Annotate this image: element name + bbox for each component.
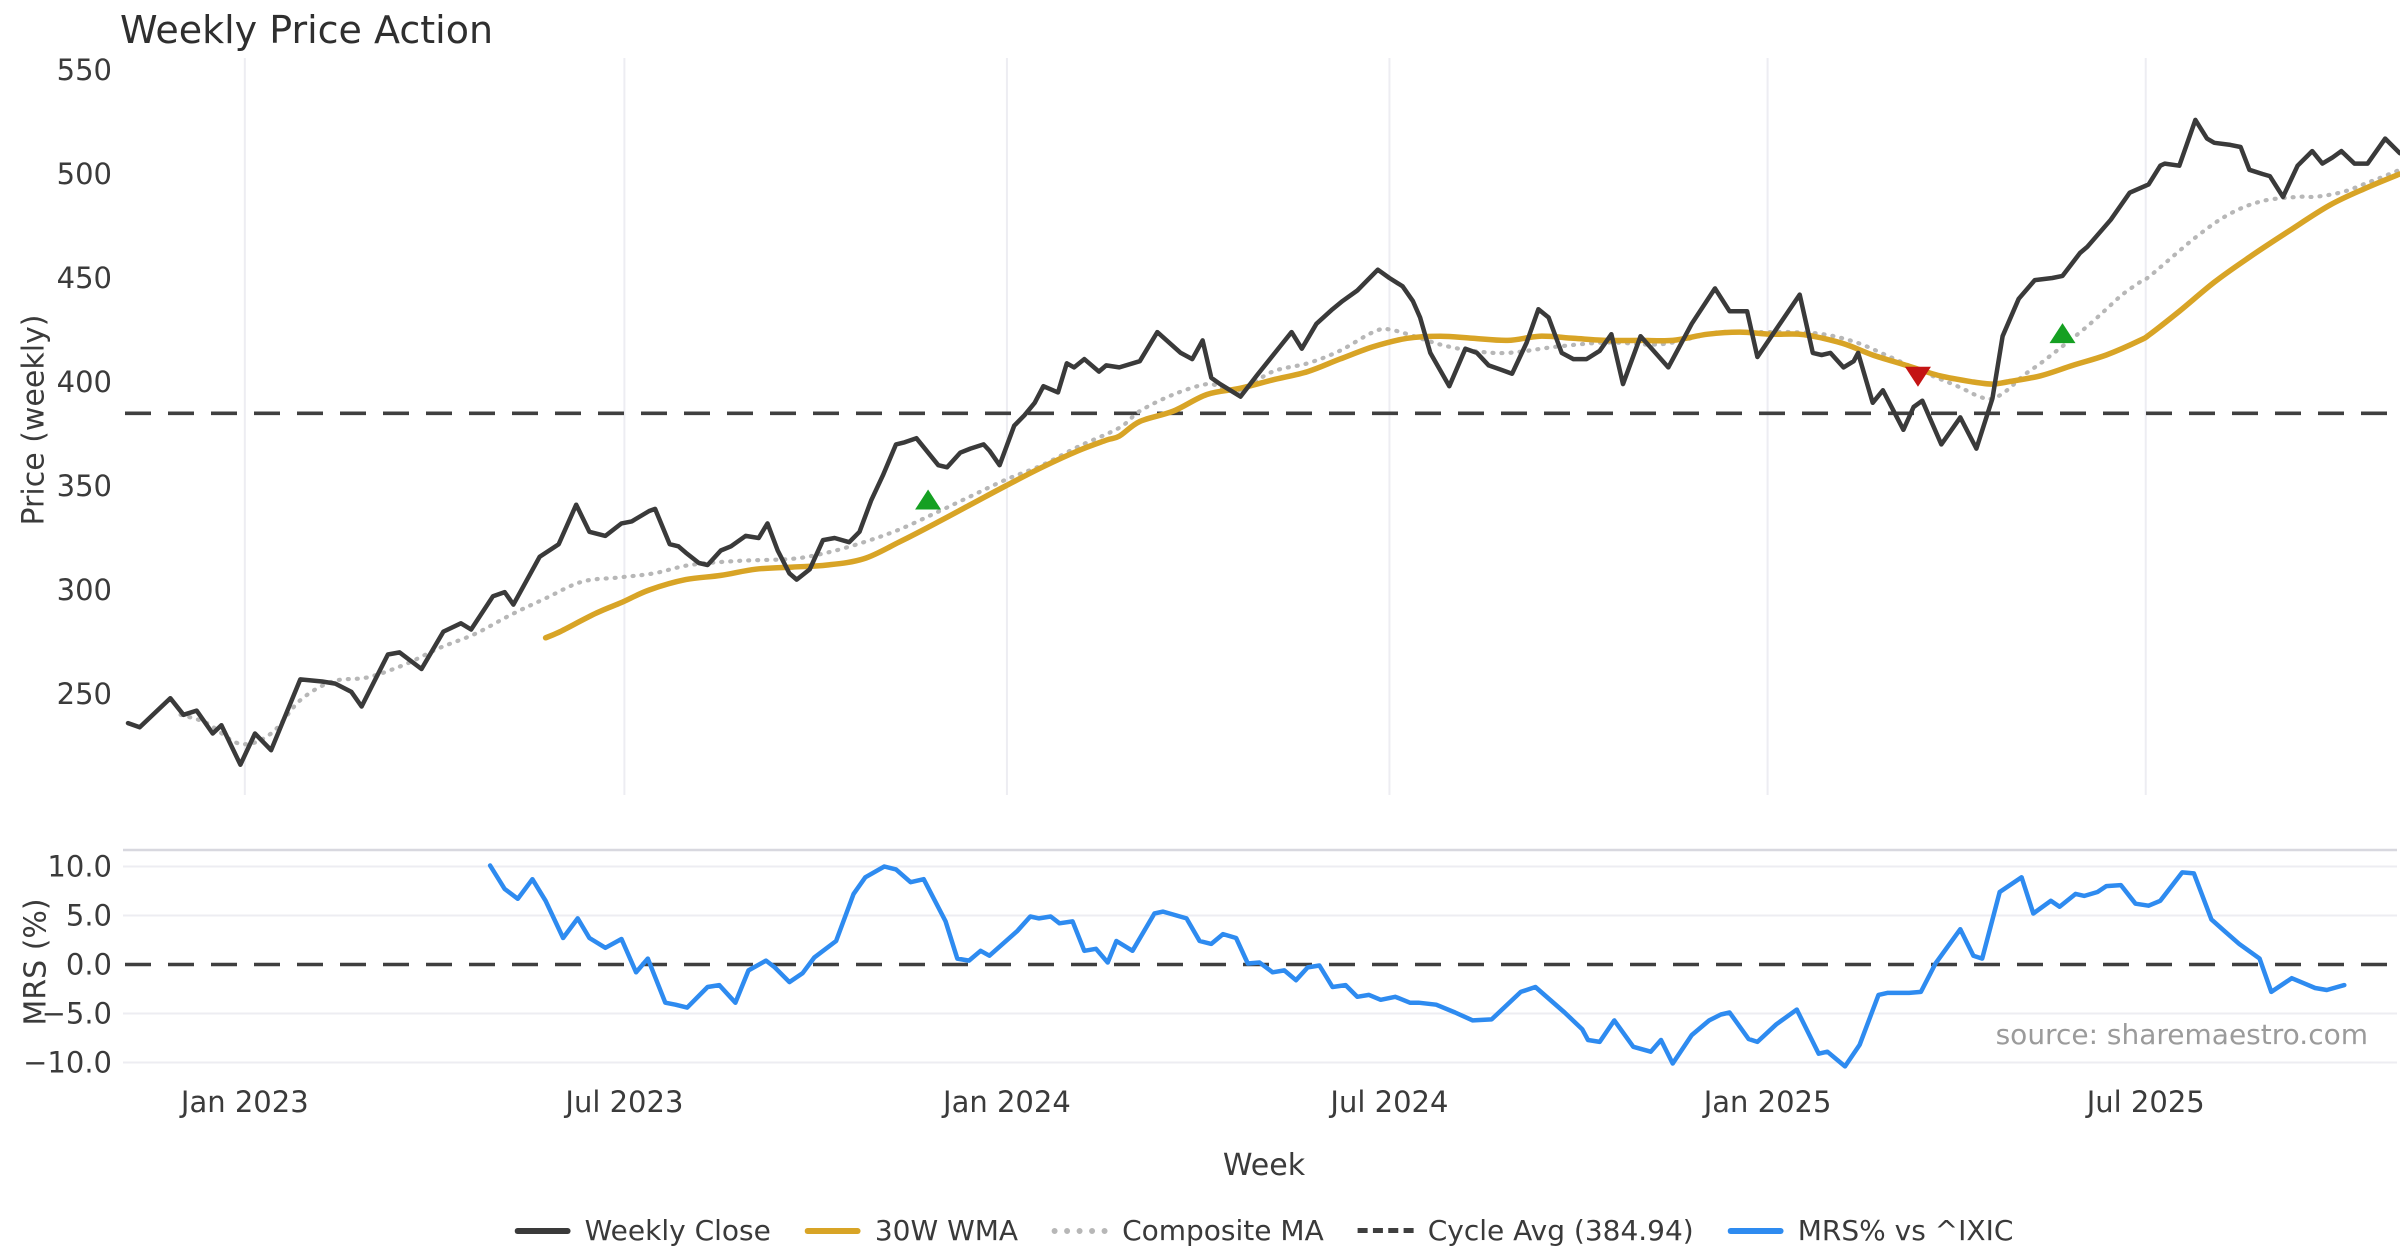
weekly-close-line <box>125 117 2400 767</box>
x-tick-label: Jul 2024 <box>1328 1085 1448 1119</box>
legend-label: 30W WMA <box>874 1214 1019 1247</box>
legend-item: Composite MA <box>1052 1214 1324 1247</box>
x-tick-label: Jan 2025 <box>1702 1085 1832 1119</box>
price-axis-ticks: 550 500 450 400 350 300 250 <box>57 53 112 711</box>
mrs-ytick-label: −5.0 <box>42 997 112 1031</box>
mrs-ytick-label: −10.0 <box>23 1046 112 1080</box>
price-ytick-label: 250 <box>57 677 112 711</box>
legend-item: Cycle Avg (384.94) <box>1357 1214 1694 1247</box>
chart-title: Weekly Price Action <box>120 8 494 52</box>
mrs-line <box>487 863 2347 1069</box>
price-axis-label: Price (weekly) <box>16 314 52 526</box>
mrs-panel-series <box>487 863 2347 1069</box>
week-axis-ticks: Jan 2023 Jul 2023 Jan 2024 Jul 2024 Jan 2025… <box>179 1085 2205 1119</box>
price-ytick-label: 500 <box>57 157 112 191</box>
buy-marker <box>2049 323 2076 344</box>
sell-marker <box>1904 366 1931 387</box>
price-ytick-label: 350 <box>57 469 112 503</box>
composite-ma-line <box>178 167 2400 747</box>
legend-label: Cycle Avg (384.94) <box>1427 1214 1694 1247</box>
legend-item: MRS% vs ^IXIC <box>1727 1214 2014 1247</box>
buy-marker <box>915 489 942 510</box>
x-tick-label: Jan 2023 <box>179 1085 309 1119</box>
legend-swatch-solid <box>804 1227 861 1234</box>
x-tick-label: Jan 2024 <box>941 1085 1071 1119</box>
legend-item: Weekly Close <box>514 1214 771 1247</box>
week-axis-label: Week <box>1222 1148 1306 1183</box>
source-note: source: sharemaestro.com <box>1995 1018 2368 1051</box>
price-ytick-label: 550 <box>57 53 112 87</box>
price-ytick-label: 450 <box>57 261 112 295</box>
mrs-ytick-label: 5.0 <box>66 899 112 933</box>
price-panel-gridlines <box>243 58 2147 795</box>
price-ytick-label: 300 <box>57 573 112 607</box>
x-tick-label: Jul 2023 <box>563 1085 683 1119</box>
x-tick-label: Jul 2025 <box>2085 1085 2205 1119</box>
legend-label: Composite MA <box>1122 1214 1324 1247</box>
legend-label: Weekly Close <box>584 1214 771 1247</box>
legend-swatch-solid <box>1727 1227 1784 1234</box>
price-ytick-label: 400 <box>57 365 112 399</box>
mrs-axis-ticks: 10.0 5.0 0.0 −5.0 −10.0 <box>23 850 112 1080</box>
legend-label: MRS% vs ^IXIC <box>1797 1214 2014 1247</box>
legend-swatch-dashed <box>1357 1228 1414 1233</box>
price-panel-series <box>125 117 2400 767</box>
mrs-axis-label: MRS (%) <box>18 898 54 1026</box>
mrs-ytick-label: 0.0 <box>66 948 112 982</box>
legend-swatch-solid <box>514 1227 571 1234</box>
legend: Weekly Close 30W WMA Composite MA Cycle Avg… <box>514 1214 2014 1247</box>
legend-item: 30W WMA <box>804 1214 1019 1247</box>
legend-swatch-dotted <box>1052 1227 1109 1234</box>
mrs-ytick-label: 10.0 <box>47 850 112 884</box>
wma-line <box>542 171 2400 641</box>
signal-markers <box>915 323 2076 510</box>
